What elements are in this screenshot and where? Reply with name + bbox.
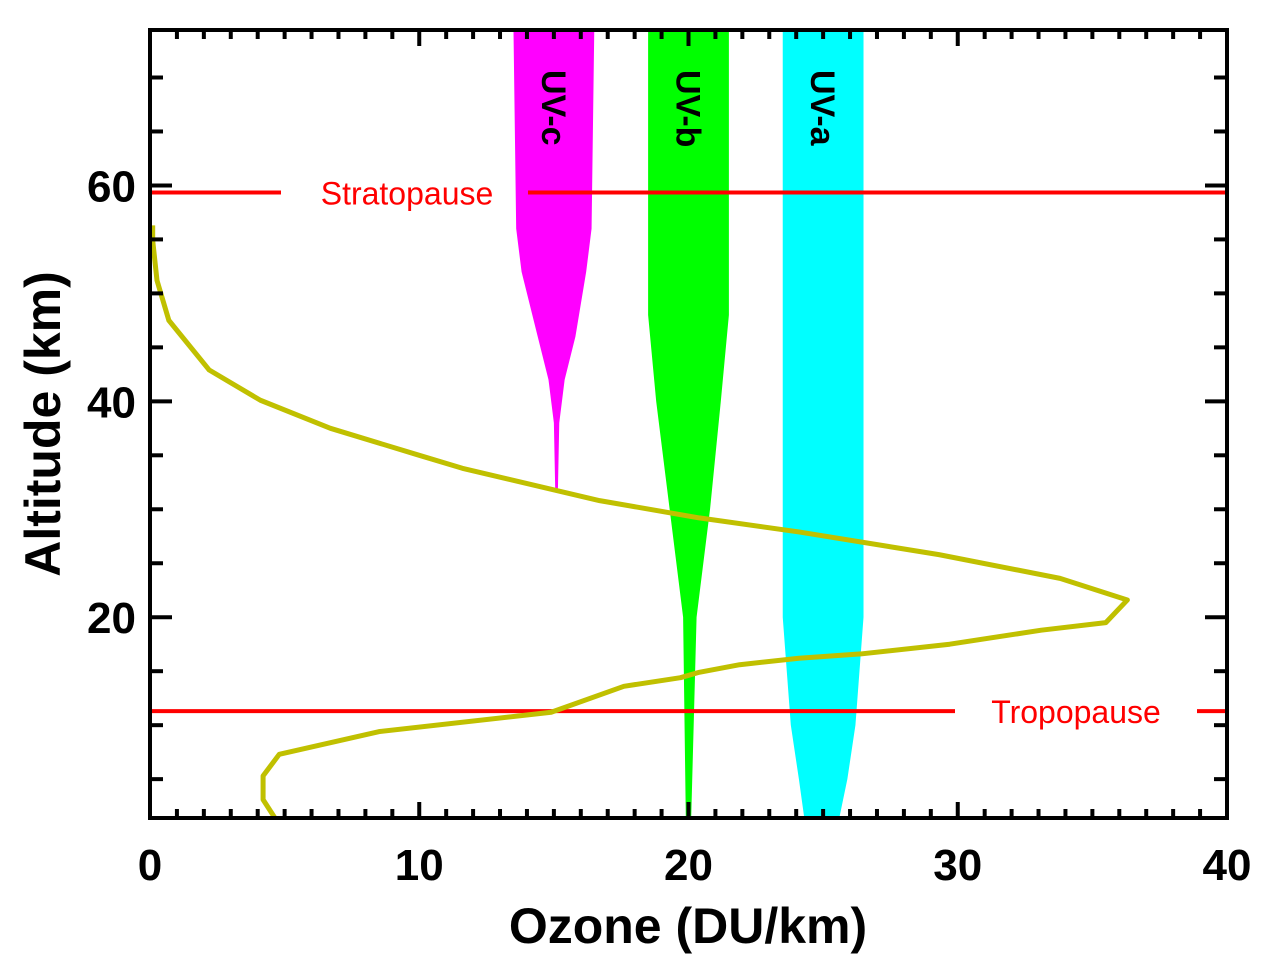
reference-label-stratopause: Stratopause — [321, 175, 494, 211]
x-axis-title: Ozone (DU/km) — [509, 898, 867, 954]
uv-bands: UV-c UV-b UV-a — [513, 30, 864, 818]
x-tick-label: 40 — [1203, 841, 1252, 890]
y-axis-title: Altitude (km) — [15, 271, 71, 577]
band-uv-c — [513, 30, 595, 490]
y-tick-label: 60 — [87, 162, 136, 211]
band-label-uv-b: UV-b — [669, 70, 707, 147]
y-tick-label: 40 — [87, 378, 136, 427]
x-tick-label: 20 — [664, 841, 713, 890]
x-tick-label: 0 — [138, 841, 162, 890]
ozone-series — [150, 225, 1130, 820]
tick-labels: 0 10 20 30 40 20 40 60 — [87, 162, 1251, 890]
reference-label-tropopause: Tropopause — [991, 694, 1161, 730]
plot-frame — [148, 28, 1229, 820]
band-label-uv-c: UV-c — [534, 70, 572, 146]
x-tick-label: 30 — [933, 841, 982, 890]
band-uv-b — [648, 30, 729, 818]
x-tick-label: 10 — [395, 841, 444, 890]
band-label-uv-a: UV-a — [803, 70, 841, 147]
y-tick-label: 20 — [87, 594, 136, 643]
band-uv-a — [782, 30, 864, 818]
ozone-profile-line — [150, 225, 1130, 820]
